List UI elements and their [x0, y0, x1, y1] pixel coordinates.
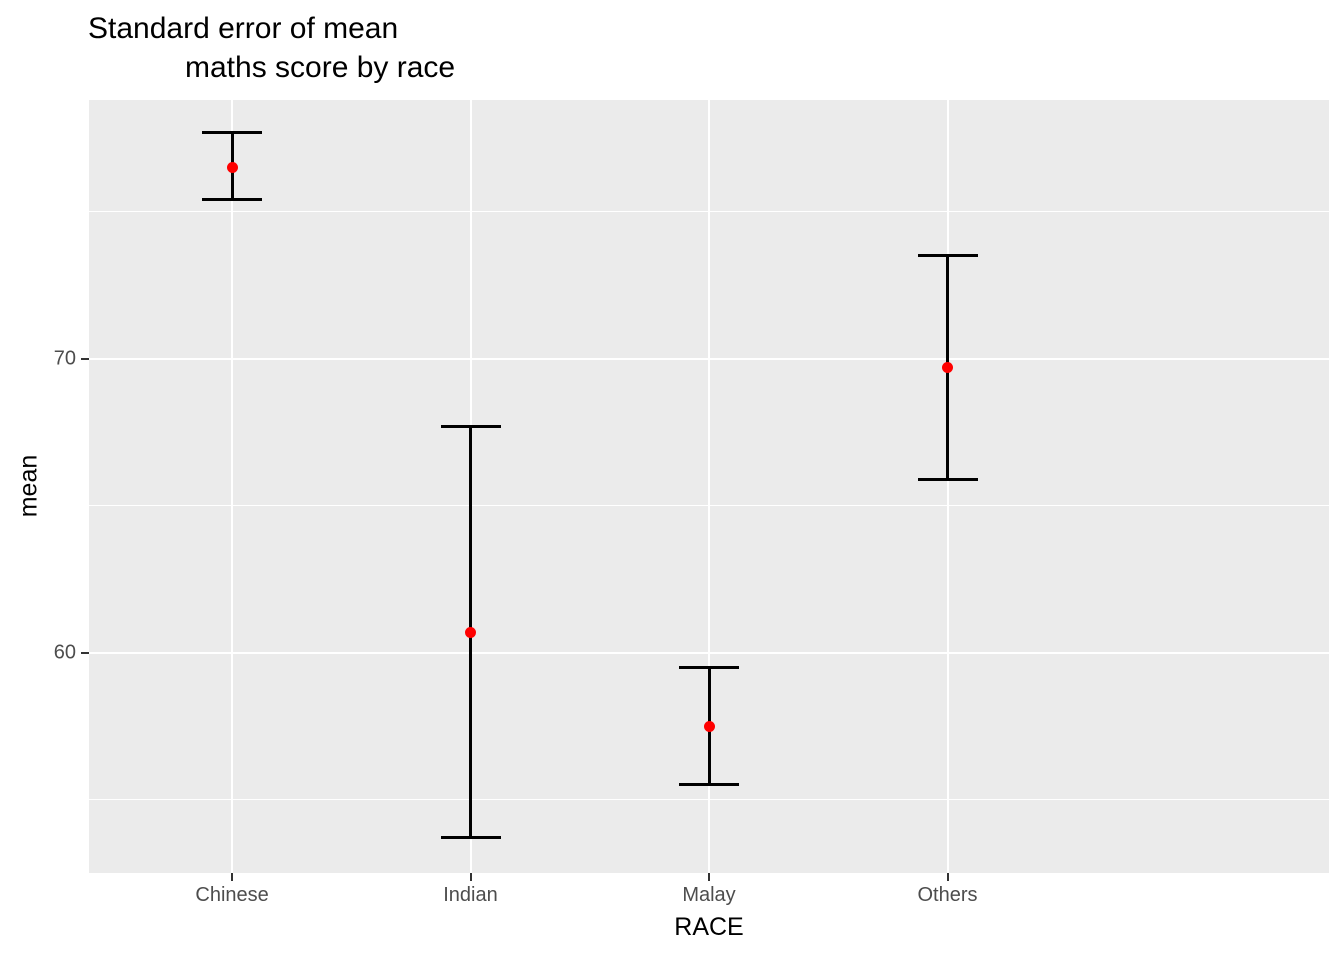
- x-axis-tick: [469, 873, 472, 881]
- y-axis-tick: [81, 357, 89, 360]
- x-axis-title: RACE: [674, 913, 744, 941]
- mean-point: [942, 362, 953, 373]
- chart-title-line1: Standard error of mean: [88, 12, 399, 45]
- error-bar-cap-bottom: [679, 783, 739, 787]
- y-axis-tick: [81, 651, 89, 654]
- mean-point: [226, 162, 238, 174]
- gridline-major-x: [231, 100, 234, 873]
- error-bar-cap-top: [440, 424, 501, 428]
- gridline-major-x: [708, 100, 710, 873]
- x-tick-label: Indian: [443, 884, 498, 906]
- gridline-major-x: [946, 100, 949, 873]
- error-bar-cap-top: [202, 130, 263, 134]
- error-bar-cap-bottom: [202, 198, 263, 202]
- x-axis-tick: [231, 873, 234, 881]
- y-tick-label: 70: [53, 347, 76, 370]
- error-bar-cap-top: [679, 665, 739, 669]
- chart-title-line2: maths score by race: [185, 51, 456, 84]
- mean-point: [465, 626, 476, 638]
- mean-point: [703, 720, 715, 732]
- error-bar-cap-bottom: [440, 836, 501, 840]
- x-tick-label: Malay: [682, 884, 736, 906]
- y-tick-label: 60: [53, 641, 76, 664]
- x-tick-label: Chinese: [195, 884, 269, 906]
- error-bar-cap-bottom: [917, 477, 978, 481]
- x-axis-tick: [946, 873, 949, 881]
- error-bar-cap-top: [917, 254, 978, 258]
- y-axis-title: mean: [14, 454, 43, 518]
- x-axis-tick: [708, 873, 710, 881]
- x-tick-label: Others: [917, 884, 978, 906]
